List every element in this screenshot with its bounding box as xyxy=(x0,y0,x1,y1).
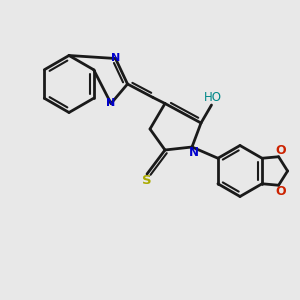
Text: S: S xyxy=(142,173,152,187)
Text: O: O xyxy=(275,144,286,157)
Text: N: N xyxy=(106,98,116,109)
Text: N: N xyxy=(111,53,120,64)
Text: HO: HO xyxy=(204,91,222,104)
Text: O: O xyxy=(275,185,286,198)
Text: N: N xyxy=(189,146,199,159)
